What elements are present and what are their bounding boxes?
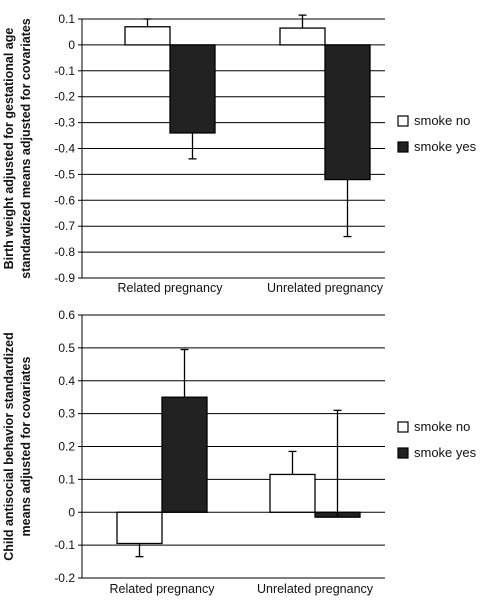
legend-label: smoke yes xyxy=(414,139,477,154)
y-tick-label: -0.7 xyxy=(54,219,75,233)
category-labels: Related pregnancy Unrelated pregnancy xyxy=(110,582,374,596)
category-label: Unrelated pregnancy xyxy=(257,582,374,596)
y-axis-label-line: standardized means adjusted for covariat… xyxy=(19,18,33,279)
legend-swatch-smoke-yes xyxy=(397,141,409,153)
category-label: Unrelated pregnancy xyxy=(267,281,384,295)
legend-swatch-smoke-no xyxy=(397,115,409,127)
y-axis-label: Birth weight adjusted for gestational ag… xyxy=(2,18,33,279)
bar-smoke-no-0 xyxy=(116,511,163,545)
y-tick-label: 0.1 xyxy=(58,12,75,26)
y-tick-label: -0.5 xyxy=(54,167,75,181)
y-tick-labels: 0.1 0 -0.1 -0.2 -0.3 -0.4 -0.5 -0.6 -0.7 -0.8 -0.9 xyxy=(54,12,75,285)
bar-smoke-yes-0 xyxy=(169,44,216,134)
y-axis-label: Child antisocial behavior standardized me… xyxy=(2,332,33,561)
y-tick-label: 0.2 xyxy=(58,440,75,454)
legend-swatch-smoke-yes xyxy=(397,447,409,459)
birth-weight-chart: 0.1 0 -0.1 -0.2 -0.3 -0.4 -0.5 -0.6 -0.7 -0.8 -0.9… xyxy=(2,12,477,295)
bars xyxy=(116,396,361,545)
y-tick-label: -0.1 xyxy=(54,538,75,552)
y-tick-label: -0.8 xyxy=(54,245,75,259)
category-label: Related pregnancy xyxy=(110,582,216,596)
y-tick-label: -0.6 xyxy=(54,193,75,207)
axes xyxy=(78,314,83,579)
y-tick-label: 0 xyxy=(68,38,75,52)
y-tick-label: -0.4 xyxy=(54,142,75,156)
legend: smoke no smoke yes xyxy=(397,113,477,154)
y-tick-label: 0.5 xyxy=(58,341,75,355)
y-tick-label: -0.9 xyxy=(54,271,75,285)
bar-smoke-no-1 xyxy=(279,27,326,46)
bars xyxy=(124,26,371,181)
legend-label: smoke no xyxy=(414,419,470,434)
y-tick-label: 0.4 xyxy=(58,374,75,388)
legend-label: smoke no xyxy=(414,113,470,128)
error-bars xyxy=(143,14,352,238)
y-tick-label: 0.1 xyxy=(58,472,75,486)
y-tick-label: -0.2 xyxy=(54,90,75,104)
y-axis-label-line: means adjusted for covariates xyxy=(19,356,33,536)
axes xyxy=(78,18,83,279)
error-bars xyxy=(135,348,342,558)
category-labels: Related pregnancy Unrelated pregnancy xyxy=(118,281,384,295)
y-tick-labels: 0.6 0.5 0.4 0.3 0.2 0.1 0 -0.1 -0.2 xyxy=(54,308,75,585)
y-tick-label: 0.6 xyxy=(58,308,75,322)
y-axis-label-line: Birth weight adjusted for gestational ag… xyxy=(2,28,16,270)
y-tick-label: 0.3 xyxy=(58,407,75,421)
bar-smoke-yes-0 xyxy=(161,396,208,513)
bar-smoke-no-1 xyxy=(269,473,316,513)
y-tick-label: -0.2 xyxy=(54,571,75,585)
category-label: Related pregnancy xyxy=(118,281,224,295)
bar-smoke-no-0 xyxy=(124,26,171,46)
legend-swatch-smoke-no xyxy=(397,421,409,433)
legend: smoke no smoke yes xyxy=(397,419,477,460)
y-tick-label: -0.3 xyxy=(54,116,75,130)
y-axis-label-line: Child antisocial behavior standardized xyxy=(2,332,16,561)
y-tick-label: 0 xyxy=(68,505,75,519)
antisocial-behavior-chart: 0.6 0.5 0.4 0.3 0.2 0.1 0 -0.1 -0.2 Related preg… xyxy=(2,308,477,596)
bar-smoke-yes-1 xyxy=(324,44,371,181)
y-tick-label: -0.1 xyxy=(54,64,75,78)
legend-label: smoke yes xyxy=(414,445,477,460)
